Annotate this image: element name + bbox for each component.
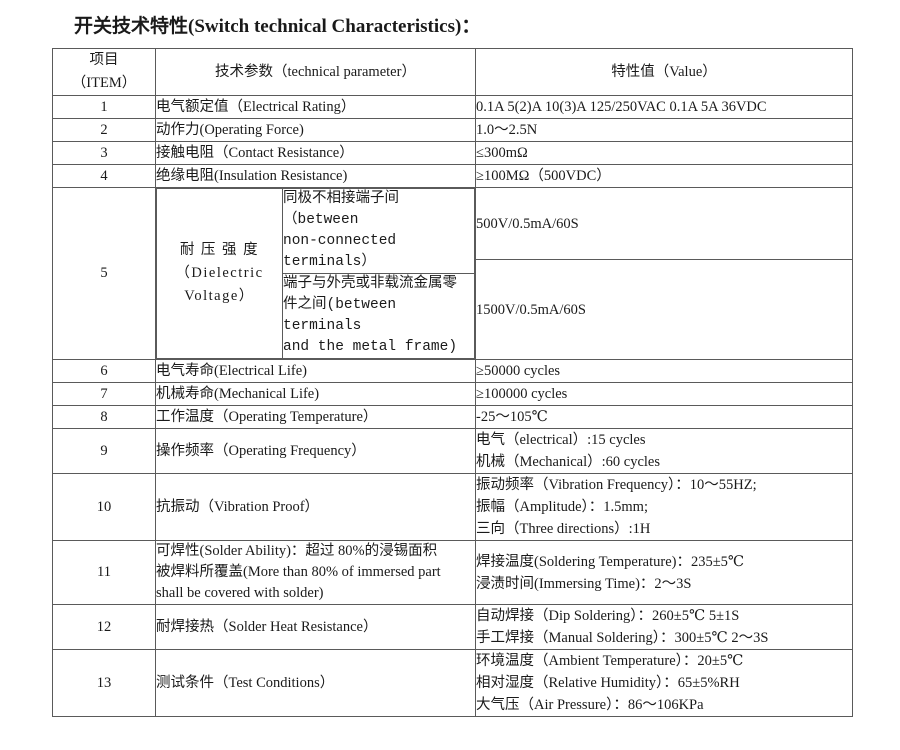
table-row: 7 机械寿命(Mechanical Life) ≥100000 cycles — [52, 382, 853, 406]
table-row: 11 可焊性(Solder Ability)：超过 80%的浸锡面积 被焊料所覆… — [52, 540, 853, 605]
row-value: 电气（electrical）:15 cycles 机械（Mechanical）:… — [475, 428, 853, 474]
column-header-item: 项目 （ITEM） — [52, 48, 156, 96]
row-number: 2 — [52, 118, 156, 142]
row-parameter: 可焊性(Solder Ability)：超过 80%的浸锡面积 被焊料所覆盖(M… — [155, 540, 476, 605]
row-parameter: 接触电阻（Contact Resistance） — [155, 141, 476, 165]
table-row: 4 绝缘电阻(Insulation Resistance) ≥100MΩ（500… — [52, 164, 853, 188]
row-value: 0.1A 5(2)A 10(3)A 125/250VAC 0.1A 5A 36V… — [475, 95, 853, 119]
row-number: 1 — [52, 95, 156, 119]
row-number: 10 — [52, 473, 156, 541]
row-number: 6 — [52, 359, 156, 383]
row-value: ≥100MΩ（500VDC） — [475, 164, 853, 188]
dielectric-subtable: 耐 压 强 度 （Dielectric Voltage） 同极不相接端子间（be… — [156, 188, 475, 359]
row-parameter: 抗振动（Vibration Proof） — [155, 473, 476, 541]
row-parameter: 动作力(Operating Force) — [155, 118, 476, 142]
row-parameter: 机械寿命(Mechanical Life) — [155, 382, 476, 406]
row-parameter: 电气寿命(Electrical Life) — [155, 359, 476, 383]
row-number: 7 — [52, 382, 156, 406]
table-row: 1 电气额定值（Electrical Rating） 0.1A 5(2)A 10… — [52, 95, 853, 119]
row-value: ≤300mΩ — [475, 141, 853, 165]
row-value: 500V/0.5mA/60S — [475, 186, 853, 261]
dielectric-condition: 同极不相接端子间（between non-connected terminals… — [282, 188, 475, 274]
row-value: 1.0～2.5N — [475, 118, 853, 142]
row-parameter: 操作频率（Operating Frequency） — [155, 428, 476, 474]
row-number: 11 — [52, 540, 156, 605]
dielectric-sub-row: 耐 压 强 度 （Dielectric Voltage） 同极不相接端子间（be… — [156, 188, 475, 359]
row-parameter-group: 耐 压 强 度 （Dielectric Voltage） 同极不相接端子间（be… — [155, 187, 476, 360]
row-number: 12 — [52, 604, 156, 650]
row-parameter: 绝缘电阻(Insulation Resistance) — [155, 164, 476, 188]
page-title: 开关技术特性(Switch technical Characteristics)… — [74, 16, 481, 37]
switch-characteristics-table: 项目 （ITEM） 技术参数（technical parameter） 特性值（… — [52, 48, 853, 717]
row-number: 4 — [52, 164, 156, 188]
row-parameter: 耐焊接热（Solder Heat Resistance） — [155, 604, 476, 650]
table-row: 9 操作频率（Operating Frequency） 电气（electrica… — [52, 428, 853, 474]
row-parameter: 工作温度（Operating Temperature） — [155, 405, 476, 429]
table-row-dielectric-voltage: 5 耐 压 强 度 （Dielectric Voltage） 同极不相接端子间（… — [52, 186, 853, 360]
table-row: 6 电气寿命(Electrical Life) ≥50000 cycles — [52, 359, 853, 383]
table-body: 1 电气额定值（Electrical Rating） 0.1A 5(2)A 10… — [52, 95, 853, 717]
row-value: 自动焊接（Dip Soldering）：260±5℃ 5±1S 手工焊接（Man… — [475, 604, 853, 650]
row-value: 振动频率（Vibration Frequency）：10～55HZ; 振幅（Am… — [475, 473, 853, 541]
table-row: 2 动作力(Operating Force) 1.0～2.5N — [52, 118, 853, 142]
row-number: 5 — [52, 187, 156, 360]
row-number: 8 — [52, 405, 156, 429]
row-value: ≥50000 cycles — [475, 359, 853, 383]
table-row-dielectric-voltage-2: 1500V/0.5mA/60S — [53, 259, 853, 360]
row-parameter: 耐 压 强 度 （Dielectric Voltage） — [156, 188, 283, 359]
row-number: 13 — [52, 649, 156, 717]
table-header: 项目 （ITEM） 技术参数（technical parameter） 特性值（… — [52, 48, 853, 96]
dielectric-sub-row: 端子与外壳或非载流金属零 件之间(between terminals and t… — [157, 273, 475, 359]
table-row: 12 耐焊接热（Solder Heat Resistance） 自动焊接（Dip… — [52, 604, 853, 650]
table-header-row: 项目 （ITEM） 技术参数（technical parameter） 特性值（… — [52, 48, 853, 96]
table-row: 8 工作温度（Operating Temperature） -25～105℃ — [52, 405, 853, 429]
row-value: -25～105℃ — [475, 405, 853, 429]
table-row: 3 接触电阻（Contact Resistance） ≤300mΩ — [52, 141, 853, 165]
row-parameter: 测试条件（Test Conditions） — [155, 649, 476, 717]
row-value: 环境温度（Ambient Temperature）：20±5℃ 相对湿度（Rel… — [475, 649, 853, 717]
column-header-parameter: 技术参数（technical parameter） — [155, 48, 476, 96]
row-value: 1500V/0.5mA/60S — [475, 259, 853, 360]
row-parameter: 电气额定值（Electrical Rating） — [155, 95, 476, 119]
row-value: ≥100000 cycles — [475, 382, 853, 406]
table-row: 10 抗振动（Vibration Proof） 振动频率（Vibration F… — [52, 473, 853, 541]
column-header-value: 特性值（Value） — [475, 48, 853, 96]
dielectric-condition: 端子与外壳或非载流金属零 件之间(between terminals and t… — [282, 273, 475, 359]
row-number: 9 — [52, 428, 156, 474]
row-value: 焊接温度(Soldering Temperature)：235±5℃ 浸渍时间(… — [475, 540, 853, 605]
row-number: 3 — [52, 141, 156, 165]
table-row: 13 测试条件（Test Conditions） 环境温度（Ambient Te… — [52, 649, 853, 717]
